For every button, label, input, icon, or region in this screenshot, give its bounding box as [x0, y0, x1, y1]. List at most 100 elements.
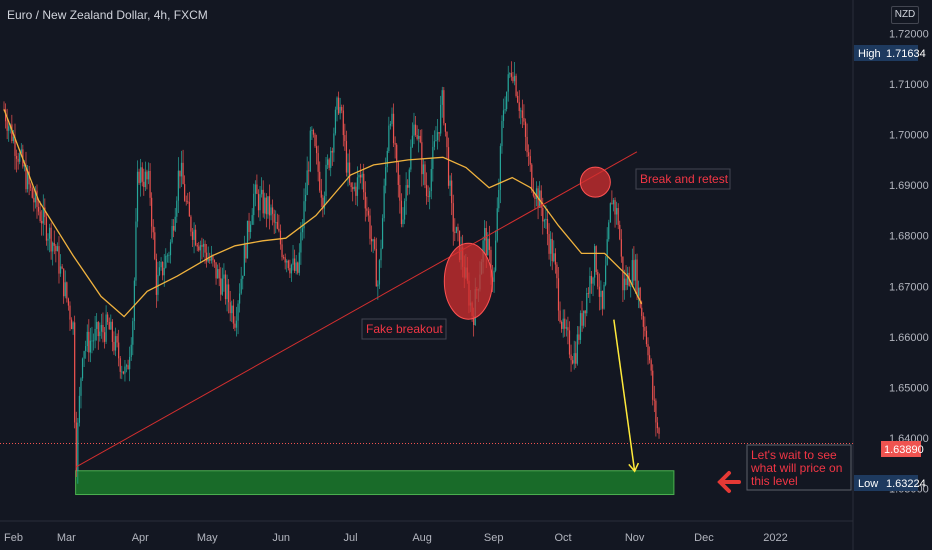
candle-body — [413, 124, 415, 136]
candle-body — [275, 222, 277, 223]
support-zone[interactable] — [75, 470, 675, 496]
candle-body — [179, 170, 181, 177]
candle-body — [33, 197, 35, 203]
candle-body — [158, 267, 161, 275]
y-tick-label: 1.69000 — [889, 180, 929, 192]
candle-body — [180, 162, 183, 177]
candle-body — [309, 130, 311, 172]
candle-body — [345, 141, 348, 173]
candle-body — [147, 170, 150, 180]
candle-body — [570, 354, 572, 361]
candle-body — [160, 261, 162, 268]
candle-body — [581, 313, 583, 326]
candle-body — [641, 307, 643, 316]
wait-note[interactable]: Let's wait to see what will price on thi… — [746, 444, 852, 491]
candle-body — [20, 149, 22, 154]
candle-body — [278, 228, 280, 231]
retest-circle[interactable] — [579, 166, 611, 198]
candle-body — [295, 262, 297, 271]
candle-body — [320, 190, 322, 198]
candle-body — [608, 222, 610, 240]
candle-body — [411, 135, 414, 147]
candle-body — [658, 428, 660, 434]
candle-body — [311, 130, 313, 131]
y-tick-label: 1.70000 — [889, 130, 929, 142]
candle-body — [210, 255, 212, 261]
candle-body — [110, 321, 112, 330]
x-tick-label: Mar — [57, 532, 76, 544]
break-retest-note[interactable]: Break and retest — [635, 168, 731, 190]
candle-body — [545, 218, 547, 221]
candle-body — [648, 355, 651, 361]
candle-body — [59, 266, 62, 274]
candle-body — [358, 175, 360, 178]
candle-body — [292, 258, 294, 265]
candle-body — [441, 90, 443, 105]
candle-body — [86, 331, 88, 347]
candle-body — [554, 253, 556, 265]
candle-body — [600, 290, 602, 297]
candle-body — [446, 131, 448, 148]
candle-body — [590, 275, 593, 284]
x-tick-label: Feb — [4, 532, 23, 544]
candle-body — [424, 164, 426, 185]
candle-body — [304, 195, 307, 202]
candle-body — [257, 193, 260, 211]
candle-body — [586, 293, 588, 314]
candle-body — [226, 284, 228, 300]
candle-body — [520, 110, 522, 112]
candle-body — [253, 193, 255, 216]
candle-body — [535, 188, 538, 199]
candle-body — [634, 259, 637, 281]
candle-body — [234, 323, 236, 328]
candle-body — [403, 201, 406, 220]
y-tick-label: 1.68000 — [889, 231, 929, 243]
candle-body — [138, 171, 140, 183]
candle-body — [64, 282, 66, 297]
wait-note-line-2: what will price on — [750, 461, 842, 475]
candle-body — [312, 130, 315, 135]
candle-body — [394, 143, 396, 145]
candle-body — [83, 351, 85, 359]
candle-body — [122, 371, 124, 374]
candle-body — [399, 185, 401, 201]
candle-body — [78, 395, 80, 423]
candle-body — [232, 305, 234, 324]
candle-body — [240, 278, 242, 294]
candle-body — [133, 280, 135, 322]
candle-body — [356, 177, 359, 196]
candle-body — [118, 342, 120, 359]
candle-body — [114, 336, 117, 351]
candle-body — [529, 156, 531, 165]
candle-body — [342, 110, 344, 136]
candle-body — [347, 162, 349, 173]
candle-body — [457, 227, 459, 231]
candle-body — [323, 195, 326, 209]
candle-body — [473, 315, 475, 325]
candle-body — [143, 181, 145, 188]
candle-body — [75, 422, 77, 471]
candle-body — [289, 268, 291, 274]
candle-body — [528, 152, 530, 157]
currency-button[interactable]: NZD — [891, 6, 919, 24]
fake-breakout-note[interactable]: Fake breakout — [361, 318, 447, 340]
candle-body — [639, 287, 641, 308]
projection-arrow[interactable] — [613, 319, 640, 473]
candle-body — [653, 399, 655, 401]
candle-body — [402, 219, 404, 225]
moving-average-line[interactable] — [3, 109, 643, 318]
candle-body — [34, 190, 37, 203]
candle-body — [644, 326, 646, 331]
candle-body — [583, 310, 585, 326]
trendline[interactable] — [75, 151, 638, 468]
candle-body — [556, 264, 558, 279]
candle-body — [239, 293, 241, 304]
candle-body — [418, 135, 420, 139]
candle-body — [70, 319, 73, 330]
candle-body — [259, 194, 261, 211]
candle-body — [436, 132, 439, 141]
fake-breakout-ellipse[interactable] — [443, 242, 493, 320]
candle-body — [223, 274, 225, 279]
candle-body — [389, 123, 392, 126]
